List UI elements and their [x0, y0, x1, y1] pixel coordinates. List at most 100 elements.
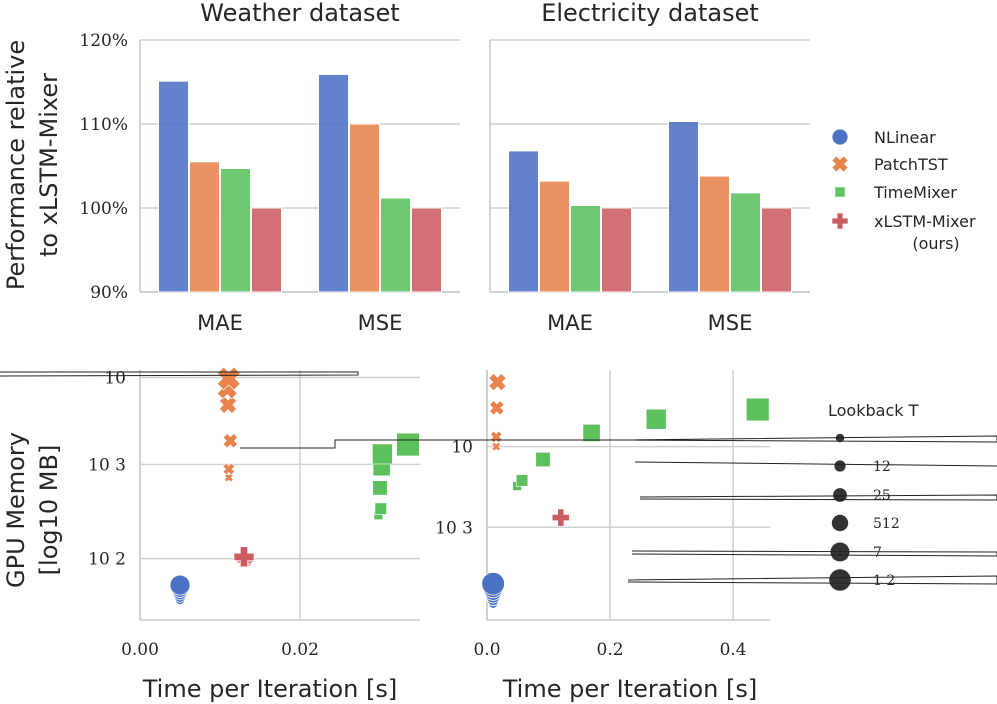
scatter1-xlabel: Time per Iteration [s] — [142, 675, 398, 703]
weather-ytick-label: 100% — [79, 199, 128, 219]
weather-bar-timemixer-mae — [220, 168, 251, 293]
scatter1-point-patchtst — [222, 462, 236, 476]
size-legend-marker — [831, 514, 849, 532]
scatter2-ytick-label: 10 — [451, 438, 473, 458]
electricity-title: Electricity dataset — [541, 0, 759, 27]
scatter1-xtick-label: 0.00 — [121, 640, 159, 660]
scatter1-ytick-label: 10 2 — [88, 550, 126, 570]
artifact-line-5 — [631, 550, 997, 557]
artifact-lines — [0, 371, 997, 585]
scatter2-point-patchtst — [490, 430, 503, 444]
weather-category-label: MAE — [197, 311, 243, 335]
scatter2-point-timemixer — [582, 424, 601, 442]
size-legend-label: 7 — [873, 545, 882, 561]
weather-bars — [158, 73, 442, 293]
legend-marker-timemixer — [834, 186, 846, 198]
weather-ytick-label: 90% — [90, 283, 128, 303]
scatter2-point-nlinear — [481, 571, 505, 596]
size-legend-marker — [834, 460, 846, 472]
weather-ytick-label: 120% — [79, 31, 128, 51]
scatter2-xlabel: Time per Iteration [s] — [502, 675, 758, 703]
scatter2-ytick-label: 10 3 — [435, 518, 473, 538]
electricity-bar-timemixer-mse — [730, 192, 761, 293]
scatter1-point-nlinear — [169, 574, 191, 596]
ylabel-line1: Performance relative — [2, 40, 30, 290]
scatter1-ytick-label: 10 3 — [88, 455, 126, 475]
electricity-bar-xlstm-mixer-mae — [601, 207, 632, 293]
weather-categories: MAE MSE — [197, 311, 402, 335]
weather-ytick-label: 110% — [79, 115, 128, 135]
scatter-ylabel-line2: [log10 MB] — [35, 445, 63, 576]
scatter1-ytick-label: 10 — [104, 369, 126, 389]
scatter1-point-timemixer — [374, 502, 387, 515]
electricity-bar-patchtst-mse — [699, 175, 730, 293]
scatter1-xtick-label: 0.02 — [281, 640, 319, 660]
electricity-category-label: MSE — [708, 311, 753, 335]
size-legend-label: 12 — [873, 459, 891, 475]
scatter2-point-patchtst — [491, 441, 502, 452]
scatter-ylabel-line1: GPU Memory — [2, 432, 30, 588]
electricity-bar-panel: Electricity dataset MAE MSE — [489, 0, 810, 335]
scatter1-point-xlstm-mixer — [233, 546, 255, 568]
scatter2-point-xlstm-mixer — [551, 508, 570, 527]
electricity-scatter-ticks: 0.0 0.2 0.4 10 10 3 — [435, 438, 746, 660]
weather-title: Weather dataset — [200, 0, 399, 27]
legend-label-patchtst: PatchTST — [874, 155, 948, 174]
legend-label-xlstm-mixer: xLSTM-Mixer — [874, 212, 976, 231]
legend-marker-patchtst — [831, 155, 849, 173]
artifact-line-2 — [240, 435, 997, 449]
scatter2-xtick-label: 0.2 — [597, 640, 624, 660]
weather-scatter-ticks: 0.00 0.02 10 10 3 10 2 — [88, 369, 319, 660]
electricity-scatter-points — [481, 373, 770, 609]
weather-y-ticks: 90% 100% 110% 120% — [79, 31, 128, 303]
size-legend-marker — [833, 488, 847, 502]
electricity-bar-patchtst-mae — [539, 180, 570, 293]
electricity-bar-nlinear-mse — [668, 120, 699, 293]
artifact-line-3 — [634, 461, 997, 467]
scatter1-point-patchtst — [218, 395, 238, 414]
scatter2-point-patchtst — [488, 373, 507, 392]
electricity-scatter-panel: 0.0 0.2 0.4 10 10 3 Time per Iteration [s] — [435, 370, 770, 703]
weather-scatter-panel: 0.00 0.02 10 10 3 10 2 Time per Iteration [s… — [88, 366, 420, 703]
weather-bar-nlinear-mse — [318, 73, 349, 293]
weather-bar-timemixer-mse — [380, 197, 411, 293]
scatter1-point-patchtst — [223, 472, 234, 483]
model-legend: NLinear PatchTST TimeMixer xLSTM-Mixer (ours… — [831, 128, 976, 253]
size-legend-title: Lookback T — [828, 401, 919, 420]
weather-scatter-points — [169, 366, 420, 605]
weather-bar-xlstm-mixer-mae — [251, 207, 282, 293]
electricity-categories: MAE MSE — [547, 311, 752, 335]
weather-category-label: MSE — [358, 311, 403, 335]
artifact-line-1 — [0, 371, 359, 377]
legend-label-timemixer: TimeMixer — [873, 183, 957, 202]
scatter2-point-timemixer — [535, 452, 551, 468]
scatter2-point-timemixer — [515, 474, 529, 487]
legend-marker-nlinear — [831, 128, 849, 146]
scatter2-point-patchtst — [489, 400, 505, 416]
legend-marker-xlstm-mixer — [831, 212, 849, 230]
ylabel-line2: to xLSTM-Mixer — [35, 73, 63, 257]
size-legend-marker — [829, 569, 851, 591]
size-legend-label: 512 — [873, 516, 900, 532]
scatter1-point-timemixer — [396, 432, 420, 457]
weather-bar-patchtst-mae — [189, 161, 220, 293]
legend-ours-label: (ours) — [912, 234, 959, 253]
weather-bar-panel: Weather dataset 90% 100% 110% 120% MAE MSE — [79, 0, 460, 335]
scatter2-xtick-label: 0.0 — [473, 640, 500, 660]
scatter2-xtick-label: 0.4 — [720, 640, 747, 660]
scatter1-point-timemixer — [372, 480, 388, 496]
electricity-bar-nlinear-mae — [508, 150, 539, 293]
electricity-bar-timemixer-mae — [570, 204, 601, 293]
artifact-line-6 — [627, 575, 997, 585]
scatter-y-axis-label: GPU Memory [log10 MB] — [2, 432, 63, 588]
electricity-bars — [508, 120, 792, 293]
weather-bar-patchtst-mse — [349, 123, 380, 293]
weather-bar-nlinear-mae — [158, 80, 189, 293]
legend-label-nlinear: NLinear — [874, 128, 936, 147]
weather-scatter-grid — [139, 370, 420, 621]
artifact-line-4 — [639, 494, 997, 501]
scatter2-point-timemixer — [645, 408, 667, 430]
electricity-category-label: MAE — [547, 311, 593, 335]
